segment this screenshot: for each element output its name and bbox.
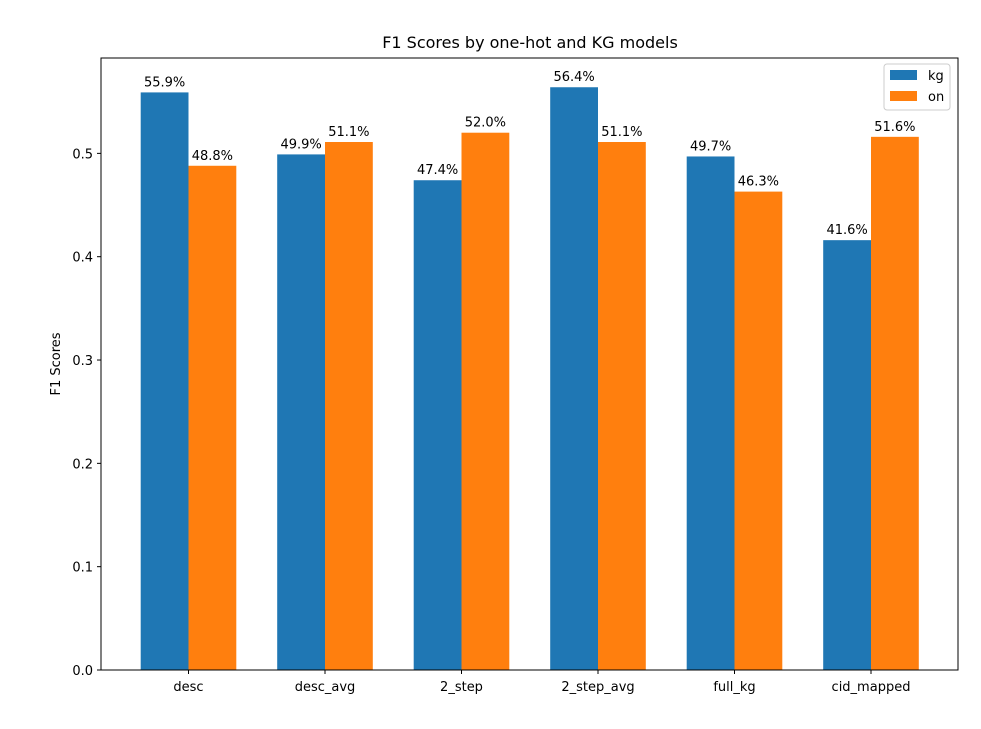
y-axis-label: F1 Scores xyxy=(49,332,64,395)
plot-area: 55.9% 49.9% 47.4% 56.4% 49.7% 41.6% 48.8% 51.1%… xyxy=(72,57,959,695)
bar-kg-2_step xyxy=(413,180,462,670)
legend-label-kg: kg xyxy=(928,69,944,84)
data-label-on-full_kg: 46.3% xyxy=(738,175,779,190)
data-label-kg-full_kg: 49.7% xyxy=(690,139,731,154)
bar-kg-desc xyxy=(140,92,189,670)
y-tick-label: 0.3 xyxy=(72,354,93,369)
legend-swatch-on xyxy=(890,91,917,101)
data-label-kg-desc: 55.9% xyxy=(144,75,185,90)
data-label-on-2_step: 52.0% xyxy=(465,116,506,131)
chart-title: F1 Scores by one-hot and KG models xyxy=(382,33,678,52)
bar-on-desc xyxy=(188,165,237,670)
y-tick-label: 0.0 xyxy=(72,664,93,679)
data-label-on-desc_avg: 51.1% xyxy=(328,125,369,140)
x-tick-label-cid_mapped: cid_mapped xyxy=(832,680,911,695)
y-tick-label: 0.5 xyxy=(72,147,93,162)
y-tick-label: 0.1 xyxy=(72,561,93,576)
data-label-kg-2_step_avg: 56.4% xyxy=(553,70,594,85)
legend-label-on: on xyxy=(928,90,944,105)
bar-on-full_kg xyxy=(734,191,783,671)
x-tick-label-desc_avg: desc_avg xyxy=(295,680,356,695)
x-tick-label-desc: desc xyxy=(173,680,203,695)
x-tick-label-2_step_avg: 2_step_avg xyxy=(561,680,634,695)
x-tick-label-full_kg: full_kg xyxy=(713,680,755,695)
bar-on-desc_avg xyxy=(325,142,373,671)
legend-swatch-kg xyxy=(890,70,917,80)
bar-kg-cid_mapped xyxy=(823,240,871,671)
x-tick-label-2_step: 2_step xyxy=(440,680,483,695)
data-label-on-cid_mapped: 51.6% xyxy=(874,120,915,135)
bar-on-cid_mapped xyxy=(871,136,919,670)
bar-kg-2_step_avg xyxy=(550,87,598,670)
data-label-kg-2_step: 47.4% xyxy=(417,163,458,178)
y-tick-label: 0.4 xyxy=(72,251,93,266)
data-label-kg-desc_avg: 49.9% xyxy=(280,137,321,152)
data-label-kg-cid_mapped: 41.6% xyxy=(826,223,867,238)
data-label-on-2_step_avg: 51.1% xyxy=(601,125,642,140)
bar-on-2_step xyxy=(461,132,510,670)
legend: kg on xyxy=(883,63,951,111)
y-tick-label: 0.2 xyxy=(72,457,93,472)
data-label-on-desc: 48.8% xyxy=(192,149,233,164)
bar-kg-desc_avg xyxy=(277,154,325,670)
axes-frame xyxy=(100,57,959,671)
bar-on-2_step_avg xyxy=(598,142,646,671)
bar-kg-full_kg xyxy=(686,156,735,670)
